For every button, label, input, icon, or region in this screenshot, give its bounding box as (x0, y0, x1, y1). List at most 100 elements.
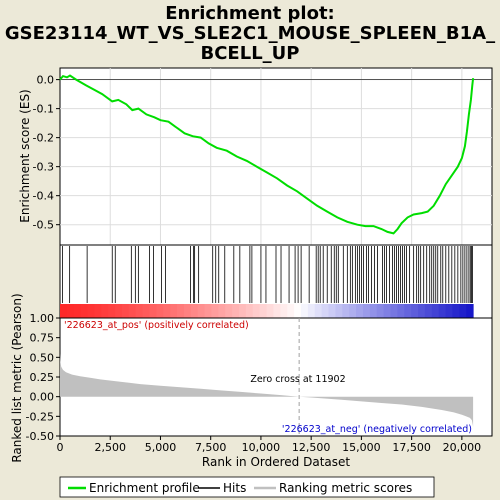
x-tick-label: 20,000 (443, 441, 482, 454)
ranking-y-tick-label: 1.00 (30, 312, 55, 325)
color-bar-segment (253, 304, 260, 318)
color-bar-segment (67, 304, 74, 318)
enrichment-y-tick-label: -0.1 (33, 103, 54, 116)
color-bar-segment (370, 304, 377, 318)
color-bar-segment (418, 304, 425, 318)
color-bar-segment (466, 304, 473, 318)
color-bar-segment (260, 304, 267, 318)
enrichment-y-axis: 0.0 -0.1 -0.2 -0.3 -0.4 -0.5 (33, 74, 60, 232)
color-bar-segment (301, 304, 308, 318)
color-bar-segment (267, 304, 274, 318)
color-bar-segment (390, 304, 397, 318)
color-bar-segment (411, 304, 418, 318)
color-bar-segment (225, 304, 232, 318)
color-bar-segment (136, 304, 143, 318)
color-bar-segment (88, 304, 95, 318)
enrichment-y-tick-label: 0.0 (37, 74, 55, 87)
color-bar-segment (356, 304, 363, 318)
color-bar-segment (446, 304, 453, 318)
color-bar-segment (122, 304, 129, 318)
color-bar-segment (156, 304, 163, 318)
x-tick-label: 10,000 (242, 441, 281, 454)
chart-title: Enrichment plot: GSE23114_WT_VS_SLE2C1_M… (5, 3, 495, 64)
x-axis: 0 2,500 5,000 7,500 10,000 12,500 15,000 17,500… (57, 436, 482, 454)
color-bar-segment (94, 304, 101, 318)
color-bar-segment (280, 304, 287, 318)
x-tick-label: 17,500 (392, 441, 431, 454)
x-tick-label: 5,000 (145, 441, 177, 454)
color-bar-segment (239, 304, 246, 318)
enrichment-y-tick-label: -0.3 (33, 161, 54, 174)
ranking-y-tick-label: 0.50 (30, 351, 55, 364)
color-bar-segment (205, 304, 212, 318)
ranking-y-tick-label: 0.75 (30, 332, 55, 345)
color-bar-segment (308, 304, 315, 318)
color-bar-segment (101, 304, 108, 318)
title-line-1: Enrichment plot: (165, 3, 335, 24)
zero-cross-label: Zero cross at 11902 (250, 374, 345, 385)
color-bar-segment (191, 304, 198, 318)
ranking-y-tick-label: -0.50 (26, 430, 54, 443)
color-bar-segment (287, 304, 294, 318)
color-bar-segment (335, 304, 342, 318)
color-bar-segment (170, 304, 177, 318)
color-bar-segment (397, 304, 404, 318)
x-tick-label: 2,500 (94, 441, 126, 454)
color-bar-segment (115, 304, 122, 318)
color-bar-segment (342, 304, 349, 318)
enrichment-y-label: Enrichment score (ES) (18, 89, 32, 222)
color-bar-segment (349, 304, 356, 318)
color-bar-segment (363, 304, 370, 318)
legend-label-enrichment: Enrichment profile (89, 481, 200, 495)
color-bar-segment (81, 304, 88, 318)
ranking-y-axis: 1.00 0.75 0.50 0.25 0.00 -0.25 -0.50 (26, 312, 60, 443)
ranking-panel: 1.00 0.75 0.50 0.25 0.00 -0.25 -0.50 0 2,500 5,0… (10, 293, 492, 469)
color-bar-segment (211, 304, 218, 318)
ranking-y-tick-label: 0.25 (30, 371, 55, 384)
color-bar-segment (459, 304, 466, 318)
color-bar-segment (404, 304, 411, 318)
color-bar-segment (273, 304, 280, 318)
ranking-y-tick-label: 0.00 (30, 391, 55, 404)
color-bar-segment (218, 304, 225, 318)
enrichment-y-tick-label: -0.2 (33, 132, 54, 145)
color-bar-segment (377, 304, 384, 318)
color-bar-segment (177, 304, 184, 318)
enrichment-y-tick-label: -0.5 (33, 219, 54, 232)
title-line-3: BCELL_UP (201, 43, 300, 64)
positive-correlation-label: '226623_at_pos' (positively correlated) (64, 320, 249, 331)
color-bar-segment (184, 304, 191, 318)
ranking-y-label: Ranked list metric (Pearson) (10, 293, 24, 462)
color-bar-segment (129, 304, 136, 318)
color-bar-segment (439, 304, 446, 318)
color-bar-segment (425, 304, 432, 318)
color-bar-segment (452, 304, 459, 318)
color-bar-segment (294, 304, 301, 318)
legend-label-ranking: Ranking metric scores (279, 481, 412, 495)
enrichment-panel: 0.0 -0.1 -0.2 -0.3 -0.4 -0.5 Enrichment score… (18, 68, 492, 245)
color-bar-segment (163, 304, 170, 318)
title-line-2: GSE23114_WT_VS_SLE2C1_MOUSE_SPLEEN_B1A_ (5, 23, 495, 44)
hits-panel (60, 245, 492, 318)
color-bar-segment (322, 304, 329, 318)
color-bar-segment (315, 304, 322, 318)
x-tick-label: 0 (57, 441, 64, 454)
color-bar-segment (143, 304, 150, 318)
rank-color-bar (60, 304, 474, 318)
ranking-x-label: Rank in Ordered Dataset (202, 455, 350, 469)
color-bar-segment (384, 304, 391, 318)
color-bar-segment (329, 304, 336, 318)
color-bar-segment (150, 304, 157, 318)
ranking-y-tick-label: -0.25 (26, 410, 54, 423)
negative-correlation-label: '226623_at_neg' (negatively correlated) (282, 424, 472, 435)
legend-label-hits: Hits (223, 481, 246, 495)
color-bar-segment (432, 304, 439, 318)
color-bar-segment (246, 304, 253, 318)
x-tick-label: 7,500 (195, 441, 227, 454)
enrichment-plot-area (60, 68, 492, 245)
color-bar-segment (232, 304, 239, 318)
color-bar-segment (74, 304, 81, 318)
legend: Enrichment profile Hits Ranking metric s… (60, 477, 434, 497)
color-bar-segment (198, 304, 205, 318)
